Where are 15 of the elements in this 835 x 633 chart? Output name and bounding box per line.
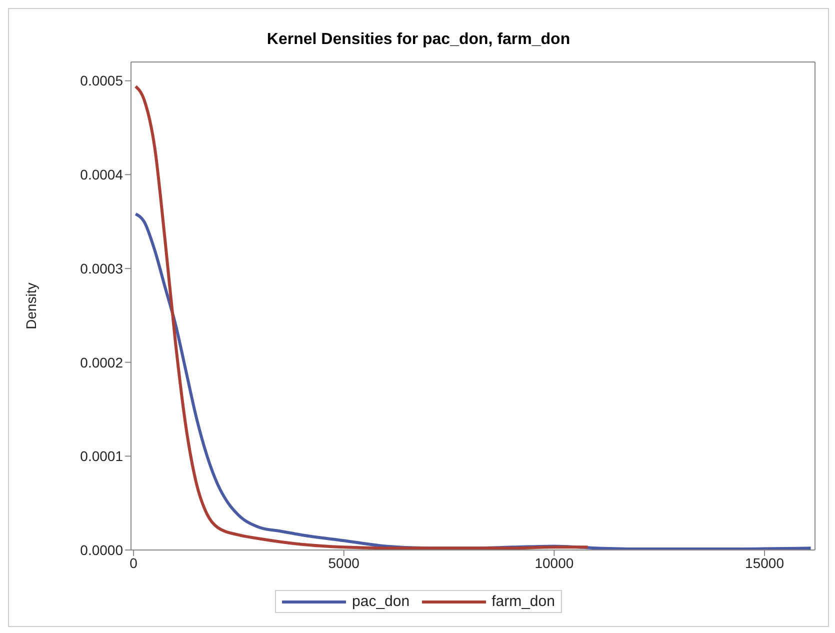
x-tick-label: 10000 — [534, 554, 574, 571]
x-tick-label: 0 — [130, 554, 138, 571]
y-tick-label: 0.0004 — [80, 166, 124, 183]
chart-title: Kernel Densities for pac_don, farm_don — [266, 31, 572, 50]
y-tick-label: 0.0005 — [80, 72, 124, 89]
y-axis-title: Density — [22, 282, 39, 330]
y-tick-label: 0.0000 — [80, 542, 124, 558]
y-tick-label: 0.0003 — [80, 260, 124, 276]
y-tick-label: 0.0001 — [80, 448, 124, 464]
y-tick-label: 0.0002 — [80, 354, 124, 370]
line-series — [134, 84, 590, 550]
legend-label: pac_don — [351, 593, 410, 610]
x-tick-label: 5000 — [328, 554, 360, 571]
legend-label: farm_don — [490, 593, 555, 610]
x-tick-label: 15000 — [745, 554, 784, 571]
